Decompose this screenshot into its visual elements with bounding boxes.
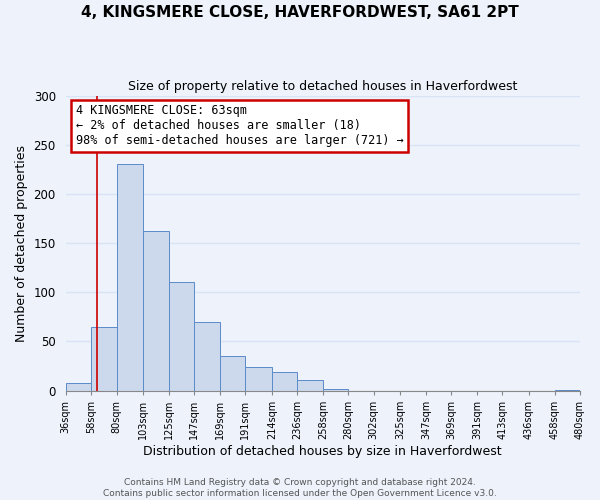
Bar <box>194 322 220 390</box>
Title: Size of property relative to detached houses in Haverfordwest: Size of property relative to detached ho… <box>128 80 517 93</box>
Bar <box>91 326 116 390</box>
X-axis label: Distribution of detached houses by size in Haverfordwest: Distribution of detached houses by size … <box>143 444 502 458</box>
Bar <box>143 231 169 390</box>
Text: Contains HM Land Registry data © Crown copyright and database right 2024.
Contai: Contains HM Land Registry data © Crown c… <box>103 478 497 498</box>
Text: 4, KINGSMERE CLOSE, HAVERFORDWEST, SA61 2PT: 4, KINGSMERE CLOSE, HAVERFORDWEST, SA61 … <box>81 5 519 20</box>
Bar <box>272 372 297 390</box>
Bar <box>220 356 245 390</box>
Text: 4 KINGSMERE CLOSE: 63sqm
← 2% of detached houses are smaller (18)
98% of semi-de: 4 KINGSMERE CLOSE: 63sqm ← 2% of detache… <box>76 104 404 148</box>
Bar <box>297 380 323 390</box>
Bar <box>323 388 348 390</box>
Bar <box>245 367 272 390</box>
Bar <box>65 382 91 390</box>
Bar <box>116 164 143 390</box>
Y-axis label: Number of detached properties: Number of detached properties <box>15 144 28 342</box>
Bar <box>169 282 194 391</box>
